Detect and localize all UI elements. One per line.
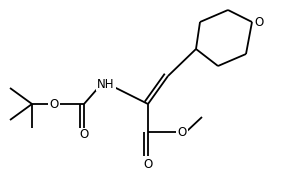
Text: O: O	[177, 126, 187, 138]
Text: O: O	[143, 157, 153, 170]
Text: O: O	[79, 128, 89, 142]
Text: O: O	[254, 16, 264, 28]
Text: O: O	[49, 98, 59, 111]
Text: NH: NH	[97, 78, 115, 90]
